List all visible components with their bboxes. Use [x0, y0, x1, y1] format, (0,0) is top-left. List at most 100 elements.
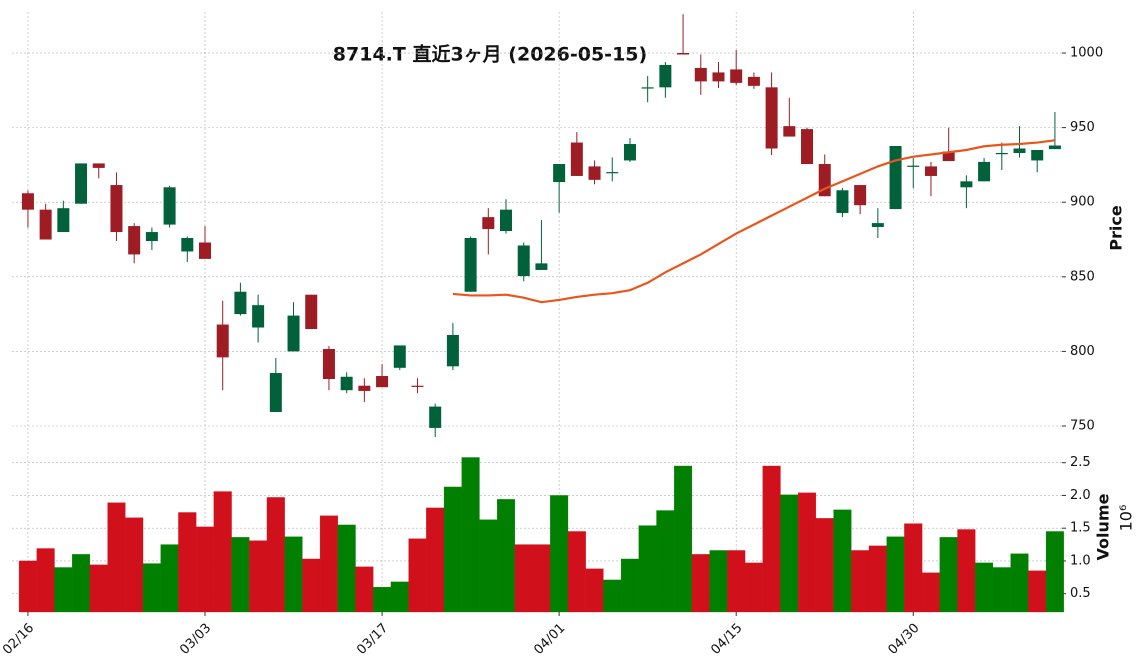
x-tick-label: 04/01	[531, 621, 568, 658]
volume-bar	[851, 550, 870, 613]
candle-body	[677, 53, 690, 55]
x-tick-label: 03/17	[354, 621, 391, 658]
volume-bar	[691, 554, 710, 613]
volume-bar	[656, 510, 675, 613]
candle-body	[75, 163, 88, 204]
volume-bar	[921, 572, 940, 613]
volume-bar	[213, 491, 232, 613]
volume-bar	[957, 529, 976, 613]
moving-average-line	[452, 139, 1056, 304]
volume-bar	[532, 544, 551, 613]
volume-bar	[373, 586, 392, 613]
candle-body	[535, 263, 548, 270]
x-tick-label: 02/16	[0, 621, 37, 658]
candle-body	[570, 142, 583, 176]
candle-body	[765, 87, 778, 149]
volume-bar	[18, 560, 37, 613]
candle-body	[1013, 148, 1026, 153]
candle-body	[305, 294, 318, 330]
candle-body	[553, 164, 566, 183]
volume-bar	[798, 492, 817, 613]
volume-bar	[479, 519, 498, 613]
volume-axis-label: Volume	[1094, 493, 1113, 560]
volume-bar	[762, 465, 781, 613]
volume-bar	[408, 538, 427, 613]
volume-bar	[992, 567, 1011, 613]
candle-body	[730, 69, 743, 83]
candle-body	[942, 151, 955, 162]
candle-body	[446, 334, 459, 367]
volume-bar	[603, 579, 622, 613]
candle-body	[340, 376, 353, 391]
volume-bar	[178, 512, 197, 613]
candle-body	[588, 166, 601, 180]
candle-body	[252, 305, 265, 328]
volume-bar	[744, 562, 763, 613]
volume-bar	[89, 564, 108, 613]
volume-bar	[107, 502, 126, 613]
candle-body	[659, 64, 672, 88]
candle-body	[411, 385, 424, 387]
candle-body	[517, 245, 530, 277]
volume-bar	[939, 537, 958, 613]
volume-bar	[497, 499, 516, 613]
volume-bar	[443, 486, 462, 613]
volume-bar	[868, 545, 887, 613]
volume-bar	[709, 550, 728, 613]
volume-bar	[727, 550, 746, 613]
volume-bar	[620, 558, 639, 613]
volume-bar	[833, 509, 852, 613]
candle-body	[145, 232, 158, 242]
volume-bar	[195, 526, 215, 613]
candle-body	[889, 145, 902, 210]
y-tick-label: 800	[1070, 344, 1095, 359]
candle-body	[181, 238, 194, 252]
candle-body	[57, 208, 70, 233]
candle-body	[907, 165, 920, 167]
candle-body	[924, 166, 937, 176]
volume-bar	[231, 537, 250, 613]
y-tick-label: 900	[1070, 195, 1095, 210]
candle-body	[393, 345, 406, 368]
candle-body	[694, 67, 707, 82]
candle-body	[747, 76, 760, 86]
volume-bar	[284, 536, 303, 613]
candle-body	[641, 87, 654, 89]
candle-body	[21, 193, 34, 210]
candle-body	[482, 217, 495, 230]
candle-body	[110, 185, 123, 233]
y-tick-label: 1000	[1070, 46, 1103, 61]
volume-bar	[550, 495, 569, 613]
candle-body	[199, 242, 212, 259]
candle-body	[92, 163, 105, 168]
candle-body	[128, 226, 141, 255]
x-tick-label: 04/15	[708, 621, 745, 658]
candle-body	[836, 190, 849, 213]
candle-body	[358, 385, 371, 391]
volume-bar	[36, 548, 55, 613]
volume-bar	[125, 517, 144, 613]
volume-bar	[355, 566, 374, 613]
volume-bar	[54, 567, 73, 613]
candle-body	[287, 315, 300, 352]
y-tick-label: 750	[1070, 418, 1095, 433]
volume-bar	[426, 507, 445, 613]
candle-body	[978, 161, 991, 182]
candle-body	[783, 126, 796, 137]
volume-bar	[674, 465, 693, 613]
y-tick-label: 1.5	[1070, 521, 1091, 536]
volume-bar	[1028, 570, 1047, 613]
volume-bar	[904, 523, 923, 613]
candle-body	[801, 129, 814, 165]
volume-bar	[886, 536, 905, 613]
chart-title: 8714.T 直近3ヶ月 (2026-05-15)	[333, 43, 647, 66]
volume-bar	[815, 518, 834, 613]
volume-bar	[319, 515, 338, 613]
volume-bar	[337, 524, 356, 613]
y-tick-label: 2.0	[1070, 488, 1091, 503]
candle-body	[500, 209, 513, 232]
candle-body	[234, 291, 247, 315]
volume-bar	[585, 568, 604, 613]
candle-body	[269, 373, 282, 412]
candle-body	[606, 172, 619, 174]
